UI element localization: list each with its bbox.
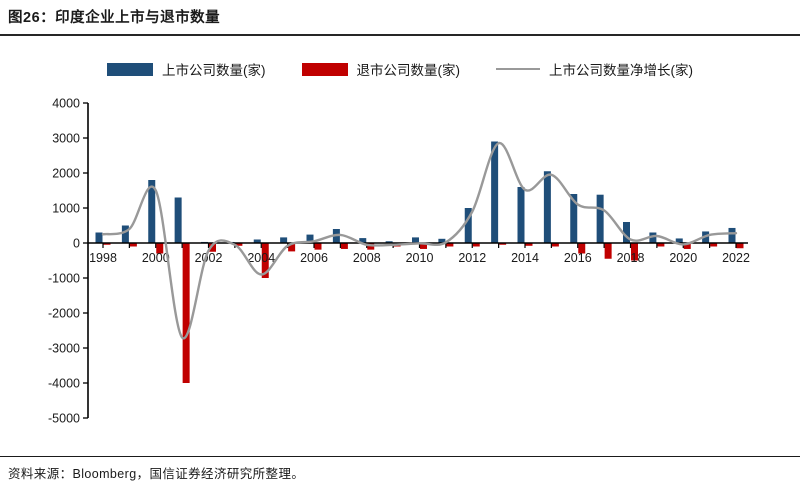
delisted-bar	[209, 243, 216, 252]
x-tick-label: 2018	[617, 251, 645, 265]
x-tick-label: 1998	[89, 251, 117, 265]
legend-swatch-listed-icon	[107, 62, 153, 76]
axis-labels: 4000 3000 2000 1000 0 -1000 -2000 -3000 -4000 -50…	[48, 97, 750, 426]
listed-bar	[121, 225, 129, 243]
listed-bar	[280, 237, 288, 243]
legend-label-delisted: 退市公司数量(家)	[356, 63, 461, 78]
y-tick-label: -4000	[48, 377, 80, 391]
listed-bar	[517, 187, 525, 243]
delisted-bar	[551, 243, 559, 247]
x-tick-label: 2006	[300, 251, 328, 265]
delisted-bar	[683, 243, 691, 249]
delisted-bar	[288, 243, 296, 252]
listed-bar	[570, 194, 578, 243]
x-tick-label: 2022	[722, 251, 750, 265]
listed-bar	[385, 241, 393, 243]
listed-bar	[623, 222, 630, 243]
y-tick-label: -1000	[48, 272, 80, 286]
delisted-bar	[420, 243, 427, 249]
listed-bar	[174, 197, 182, 243]
delisted-bar	[261, 243, 269, 278]
x-tick-label: 2004	[247, 251, 275, 265]
bars-listed	[95, 141, 736, 243]
x-tick-label: 2008	[353, 251, 381, 265]
y-tick-label: 4000	[52, 97, 80, 111]
listed-bar	[675, 238, 683, 243]
listed-bar	[464, 208, 472, 243]
x-tick-label: 2010	[406, 251, 434, 265]
legend-swatch-delisted-icon	[301, 62, 348, 76]
listed-bar	[596, 194, 604, 243]
x-tick-label: 2012	[458, 251, 486, 265]
delisted-bar	[604, 243, 612, 259]
x-tick-label: 2000	[142, 251, 170, 265]
listed-bar	[438, 238, 446, 243]
listed-bar	[253, 239, 261, 243]
legend-swatch-net-line-icon	[496, 68, 540, 70]
delisted-bar	[156, 243, 164, 254]
delisted-bar	[578, 243, 586, 254]
legend-item-net: 上市公司数量净增长(家)	[496, 59, 693, 79]
delisted-bar	[499, 243, 507, 245]
net-growth-path	[101, 142, 738, 340]
delisted-bar	[314, 243, 322, 250]
delisted-bar	[235, 243, 243, 246]
delisted-bar	[446, 243, 454, 247]
delisted-bar	[129, 243, 137, 247]
delisted-bar	[472, 243, 480, 247]
listed-bar	[359, 238, 367, 243]
title-divider: 图26：印度企业上市与退市数量	[0, 0, 800, 36]
listed-bar	[148, 180, 156, 243]
delisted-bar	[657, 243, 665, 247]
delisted-bar	[631, 243, 638, 261]
listed-bar	[649, 232, 657, 243]
y-tick-label: 1000	[52, 202, 80, 216]
legend-item-delisted: 退市公司数量(家)	[301, 59, 461, 79]
x-tick-label: 2002	[195, 251, 223, 265]
delisted-bar	[182, 243, 190, 383]
delisted-bar	[525, 243, 533, 246]
net-growth-line	[101, 142, 738, 340]
chart-canvas: 4000 3000 2000 1000 0 -1000 -2000 -3000 -4000 -50…	[48, 97, 750, 426]
listed-bar	[306, 234, 314, 243]
x-tick-label: 2014	[511, 251, 539, 265]
listed-bar	[95, 232, 103, 243]
y-tick-label: 3000	[52, 132, 80, 146]
x-tick-label: 2020	[669, 251, 697, 265]
footer-divider	[0, 456, 800, 457]
source-note: 资料来源：Bloomberg，国信证券经济研究所整理。	[8, 467, 305, 481]
delisted-bar	[736, 243, 744, 249]
chart-legend: 上市公司数量(家) 退市公司数量(家) 上市公司数量净增长(家)	[0, 59, 800, 79]
legend-label-net: 上市公司数量净增长(家)	[549, 63, 693, 78]
delisted-bar	[710, 243, 718, 247]
y-tick-label: -3000	[48, 342, 80, 356]
y-tick-label: 0	[73, 237, 80, 251]
listed-bar	[543, 171, 551, 243]
legend-label-listed: 上市公司数量(家)	[162, 63, 266, 78]
listed-bar	[491, 141, 499, 243]
delisted-bar	[340, 243, 348, 249]
y-tick-label: -5000	[48, 412, 80, 426]
listed-bar	[728, 227, 736, 243]
y-tick-label: -2000	[48, 307, 80, 321]
x-tick-label: 2016	[564, 251, 592, 265]
figure-title: 图26：印度企业上市与退市数量	[8, 10, 221, 26]
delisted-bar	[103, 243, 111, 245]
listed-bar	[412, 237, 419, 243]
legend-item-listed: 上市公司数量(家)	[107, 59, 266, 79]
y-tick-label: 2000	[52, 167, 80, 181]
